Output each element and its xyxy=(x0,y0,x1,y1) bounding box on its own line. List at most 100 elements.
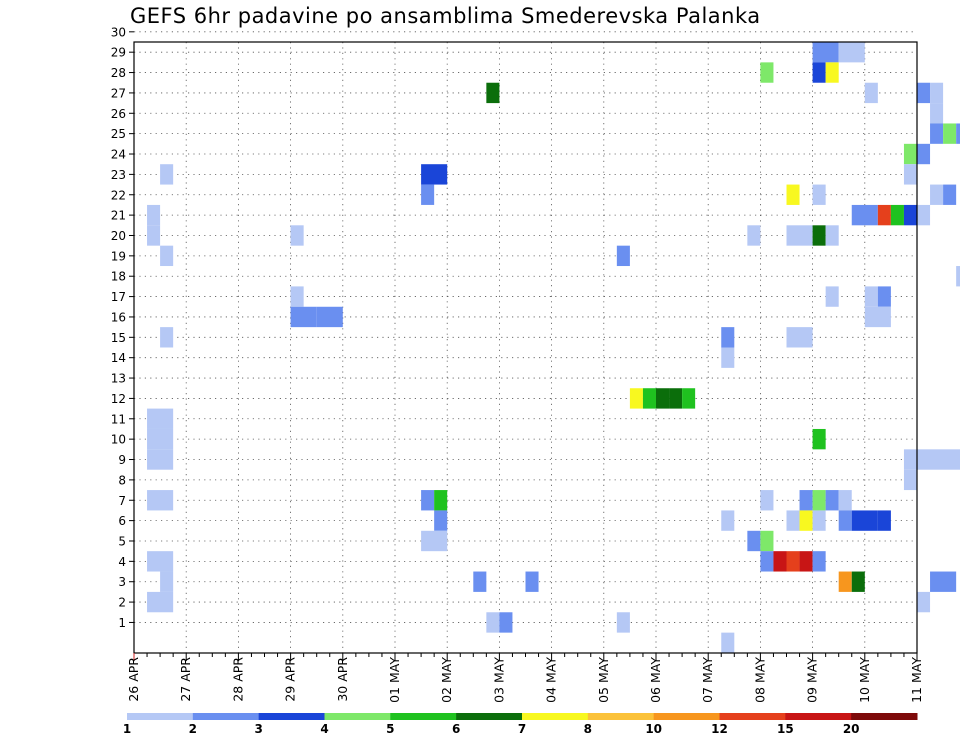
x-tick-label: 06 MAY xyxy=(648,657,663,703)
precip-cell xyxy=(721,510,735,531)
precip-cell xyxy=(721,632,735,653)
precip-cell xyxy=(721,347,735,368)
colorbar-swatch xyxy=(653,713,720,720)
precip-cell xyxy=(903,143,917,165)
precip-cell xyxy=(421,184,435,205)
colorbar-swatch xyxy=(258,713,325,720)
colorbar-label: 2 xyxy=(189,722,197,736)
precip-cell xyxy=(760,530,774,552)
precip-cell xyxy=(147,408,174,429)
precip-cell xyxy=(434,490,448,511)
x-tick-label: 28 APR xyxy=(230,657,245,702)
precip-cell xyxy=(877,286,891,307)
y-tick-label: 1 xyxy=(118,616,126,630)
colorbar-swatch xyxy=(456,713,523,720)
y-tick-label: 27 xyxy=(111,86,126,100)
colorbar-label: 5 xyxy=(386,722,394,736)
precip-cell xyxy=(747,530,761,552)
x-axis: 26 APR 27 APR 28 APR 29 APR 30 APR 01 MAY 02 M… xyxy=(126,653,924,703)
precip-cell xyxy=(812,225,826,246)
colorbar-label: 3 xyxy=(254,722,262,736)
precip-cell xyxy=(812,62,826,83)
precip-cell xyxy=(473,571,487,592)
colorbar-swatch xyxy=(719,713,786,720)
x-tick-label: 08 MAY xyxy=(752,657,767,703)
precip-cell xyxy=(903,449,960,470)
colorbar-label: 8 xyxy=(584,722,592,736)
precip-cell xyxy=(147,591,174,613)
precip-cell xyxy=(290,225,304,246)
y-tick-label: 5 xyxy=(118,534,126,548)
precip-cell xyxy=(930,103,944,124)
precip-cell xyxy=(786,184,800,205)
y-tick-label: 18 xyxy=(111,270,126,284)
y-tick-label: 25 xyxy=(111,127,126,141)
y-tick-label: 24 xyxy=(111,148,126,162)
precip-cell xyxy=(786,225,813,246)
precip-cell xyxy=(890,204,904,226)
colorbar-swatch xyxy=(851,713,918,720)
colorbar-label: 10 xyxy=(645,722,662,736)
colorbar-swatch xyxy=(785,713,852,720)
precip-cell xyxy=(421,530,448,552)
precip-cell xyxy=(525,571,539,592)
x-tick-label: 02 MAY xyxy=(439,657,454,703)
precip-cell xyxy=(669,388,683,409)
y-tick-label: 11 xyxy=(111,412,126,426)
x-tick-label: 05 MAY xyxy=(596,657,611,703)
x-tick-label: 26 APR xyxy=(126,657,141,702)
y-tick-label: 19 xyxy=(111,249,126,263)
precip-cell xyxy=(930,184,944,205)
precip-cell xyxy=(825,490,839,511)
precip-cell xyxy=(812,551,826,572)
precip-cell xyxy=(838,490,852,511)
precip-cell xyxy=(812,490,826,511)
precip-cell xyxy=(930,123,944,144)
y-tick-label: 13 xyxy=(111,372,126,386)
precip-cell xyxy=(616,245,630,267)
precip-cell xyxy=(147,490,174,511)
precip-cell xyxy=(421,164,448,185)
precip-cell xyxy=(290,286,304,307)
precip-cell xyxy=(799,490,813,511)
colorbar-label: 12 xyxy=(711,722,728,736)
colorbar-swatch xyxy=(192,713,260,720)
x-tick-label: 09 MAY xyxy=(805,657,820,703)
precip-cell xyxy=(864,286,878,307)
colorbar-label: 7 xyxy=(518,722,526,736)
precip-cell xyxy=(486,612,500,633)
precip-cell xyxy=(760,490,774,511)
precip-cell xyxy=(825,62,839,83)
x-tick-label: 30 APR xyxy=(335,657,350,702)
precip-cell xyxy=(917,591,931,613)
y-tick-label: 12 xyxy=(111,392,126,406)
precip-cell xyxy=(825,225,839,246)
precip-cell xyxy=(825,286,839,307)
y-tick-label: 30 xyxy=(111,25,126,39)
x-tick-label: 11 MAY xyxy=(909,657,924,703)
y-tick-label: 20 xyxy=(111,229,126,243)
x-tick-label: 04 MAY xyxy=(544,657,559,703)
precip-cell xyxy=(656,388,670,409)
y-tick-label: 14 xyxy=(111,351,126,365)
x-tick-label: 07 MAY xyxy=(700,657,715,703)
precip-cell xyxy=(812,510,826,531)
colorbar-swatch xyxy=(522,713,589,720)
precip-cell xyxy=(160,245,174,267)
precip-cell xyxy=(682,388,696,409)
y-tick-label: 29 xyxy=(111,46,126,60)
precip-cell xyxy=(917,82,931,104)
precip-cell xyxy=(486,82,500,104)
colorbar-label: 4 xyxy=(320,722,328,736)
precip-cell xyxy=(760,62,774,83)
precip-cell xyxy=(147,551,174,572)
precip-cell xyxy=(773,551,787,572)
x-tick-label: 27 APR xyxy=(178,657,193,702)
colorbar-legend: 1 2 3 4 5 6 7 8 10 12 15 20 xyxy=(123,713,918,736)
colorbar-swatch xyxy=(587,713,655,720)
precip-cell xyxy=(629,388,643,409)
grid-lines xyxy=(134,31,917,653)
precip-cell xyxy=(864,82,878,104)
x-tick-label: 03 MAY xyxy=(491,657,506,703)
